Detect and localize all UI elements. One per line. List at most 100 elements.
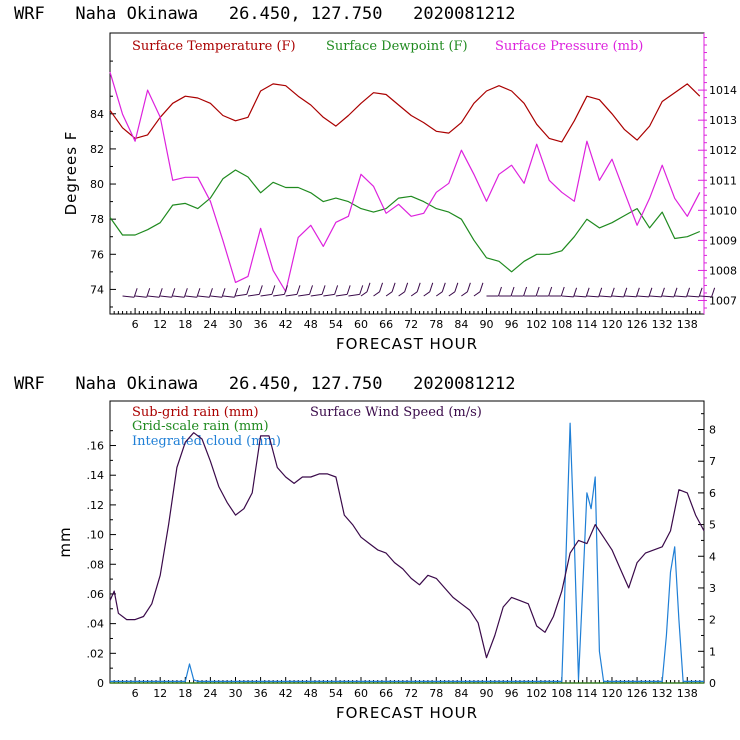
x-tick-label: 48	[304, 687, 318, 700]
x-tick-label: 126	[627, 687, 648, 700]
x-tick-label: 24	[203, 318, 217, 331]
legend-wind-speed: Surface Wind Speed (m/s)	[310, 405, 482, 420]
x-tick-label: 102	[526, 687, 547, 700]
x-tick-label: 132	[652, 687, 673, 700]
wind-barb-flag	[479, 282, 484, 293]
wind-barb-flag	[283, 285, 288, 295]
wind-barb-shaft	[385, 291, 393, 297]
wind-barb-shaft	[373, 291, 380, 297]
wind-barb-flag	[585, 287, 590, 297]
x-tick-label: 120	[601, 318, 622, 331]
wind-barb-shaft	[222, 295, 235, 298]
y2-tick-label: 5	[709, 519, 716, 532]
wind-barb-shaft	[423, 291, 431, 297]
wind-barb-shaft	[461, 291, 468, 297]
x-tick-label: 90	[479, 687, 493, 700]
wind-barb-shaft	[160, 295, 172, 298]
wind-barb-flag	[321, 285, 326, 295]
legend-pressure: Surface Pressure (mb)	[495, 39, 643, 54]
wind-barb-shaft	[586, 295, 599, 298]
y-tick-label: 78	[90, 213, 104, 226]
wind-barb-shaft	[699, 295, 712, 298]
x-tick-label: 18	[178, 318, 192, 331]
y2-tick-label: 1014	[709, 84, 737, 97]
x-tick-label: 66	[379, 318, 393, 331]
wind-barb-shaft	[599, 295, 612, 298]
y-tick-label: .08	[87, 558, 105, 571]
y-tick-label: .12	[87, 499, 105, 512]
wind-barb-shaft	[172, 295, 185, 298]
x-tick-label: 66	[379, 687, 393, 700]
x-tick-label: 96	[505, 687, 519, 700]
chart1-y2-ticks: 1007 1008 1009 1010 1011 1012 1013 1014	[698, 37, 737, 309]
wind-barb-flag	[221, 288, 226, 298]
x-tick-label: 126	[627, 318, 648, 331]
x-tick-label: 90	[479, 318, 493, 331]
y2-tick-label: 1009	[709, 234, 737, 247]
x-tick-label: 60	[354, 318, 368, 331]
wind-barb-shaft	[398, 291, 405, 297]
wind-barb-shaft	[662, 295, 675, 298]
y2-tick-label: 2	[709, 614, 716, 627]
x-tick-label: 84	[454, 318, 468, 331]
wind-barb-flag	[366, 282, 371, 293]
wind-barb-flag	[523, 286, 528, 297]
chart2-title: WRF Naha Okinawa 26.450, 127.750 2020081…	[14, 374, 516, 394]
wind-barb-shaft	[197, 295, 210, 298]
wind-barb-flag	[673, 287, 678, 297]
wind-barb-flag	[391, 282, 396, 293]
wind-barb-flag	[258, 285, 263, 295]
y2-tick-label: 1010	[709, 204, 737, 217]
wind-barb-flag	[208, 288, 213, 298]
wind-barb-flag	[686, 287, 691, 297]
wind-barb-shaft	[348, 293, 360, 297]
chart2-y-axis-label: mm	[56, 526, 74, 557]
wind-barb-shaft	[637, 295, 649, 298]
x-tick-label: 114	[576, 687, 597, 700]
x-tick-label: 54	[329, 318, 343, 331]
wind-barb-shaft	[649, 295, 662, 298]
wind-barb-flag	[271, 285, 276, 295]
chart1-series	[109, 71, 701, 293]
wind-barb-shaft	[260, 293, 272, 297]
y2-tick-label: 8	[709, 424, 716, 437]
x-tick-label: 138	[677, 318, 698, 331]
y2-tick-label: 3	[709, 582, 716, 595]
wind-barb-shaft	[185, 295, 197, 298]
legend-dewpoint: Surface Dewpoint (F)	[326, 39, 468, 54]
y-tick-label: 80	[90, 178, 104, 191]
x-tick-label: 102	[526, 318, 547, 331]
y2-tick-label: 1	[709, 645, 716, 658]
wind-barb-shaft	[435, 291, 443, 297]
y2-tick-label: 1012	[709, 144, 737, 157]
x-tick-label: 120	[601, 687, 622, 700]
wind-barb-shaft	[687, 295, 700, 298]
y2-tick-label: 1011	[709, 174, 737, 187]
wind-barb-flag	[711, 287, 716, 297]
wind-barb-flag	[379, 282, 384, 293]
y2-tick-label: 6	[709, 487, 716, 500]
y2-tick-label: 1013	[709, 114, 737, 127]
y2-tick-label: 0	[709, 677, 716, 690]
wind-barb-flag	[698, 287, 703, 297]
wind-barb-flag	[498, 286, 502, 297]
chart2-y-ticks: 0 .02 .04 .06 .08 .10 .12 .14 .16	[87, 400, 116, 690]
y2-tick-label: 4	[709, 550, 716, 563]
wind-barb-shaft	[561, 295, 574, 298]
y2-tick-label: 1007	[709, 294, 737, 307]
wind-barb-flag	[404, 282, 409, 293]
y-tick-label: .16	[87, 440, 105, 453]
wind-barb-shaft	[323, 293, 335, 297]
wind-barb-shaft	[624, 295, 637, 298]
x-tick-label: 114	[576, 318, 597, 331]
legend-gridscale-rain: Grid-scale rain (mm)	[132, 419, 269, 434]
x-tick-label: 24	[203, 687, 217, 700]
wind-barb-shaft	[298, 293, 310, 297]
chart1-title: WRF Naha Okinawa 26.450, 127.750 2020081…	[14, 4, 516, 24]
y-tick-label: .06	[87, 588, 105, 601]
wind-barb-flag	[416, 282, 421, 293]
wind-barb-flag	[535, 286, 540, 297]
wind-barb-flag	[346, 285, 351, 295]
x-tick-label: 6	[132, 318, 139, 331]
x-tick-label: 42	[279, 318, 293, 331]
